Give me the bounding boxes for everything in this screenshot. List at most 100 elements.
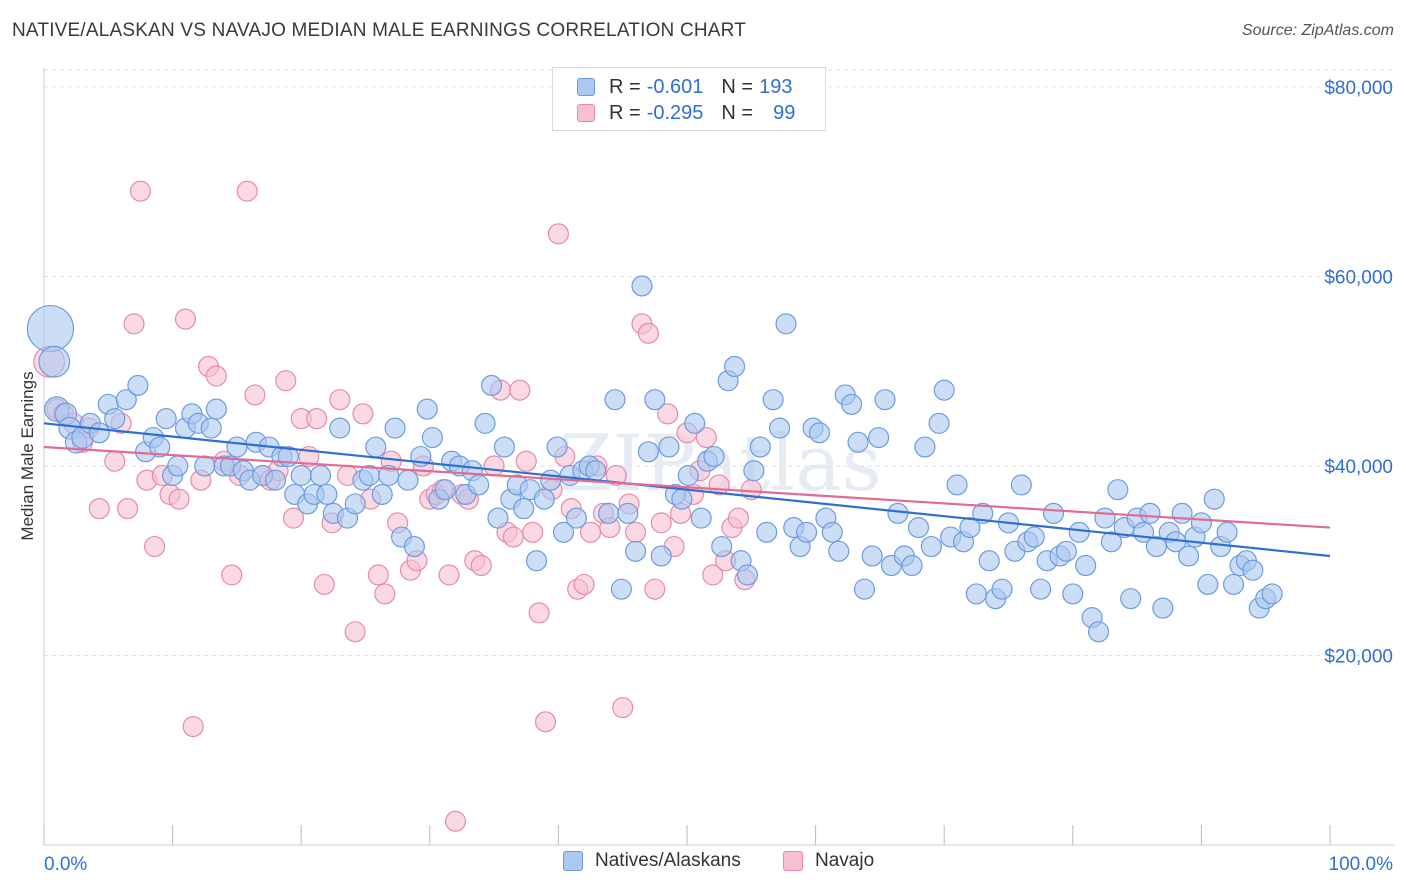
natives-point — [316, 483, 338, 505]
natives-point — [290, 464, 312, 487]
y-tick-label: $60,000 — [1324, 267, 1393, 288]
natives-trend-line — [43, 422, 1331, 558]
natives-point — [565, 507, 587, 529]
natives-point — [26, 304, 75, 353]
natives-point — [155, 408, 177, 430]
natives-point — [914, 436, 936, 458]
navajo-point — [573, 573, 595, 595]
navajo-point — [502, 526, 524, 548]
navajo-point — [129, 180, 152, 202]
natives-point — [1010, 474, 1032, 496]
natives-point — [1152, 597, 1174, 619]
natives-point — [684, 412, 706, 434]
natives-point — [861, 545, 883, 567]
natives-point — [474, 412, 496, 434]
navajo-point — [182, 715, 204, 738]
natives-point — [756, 521, 778, 543]
navajo-swatch — [577, 104, 595, 122]
natives-point — [1075, 554, 1097, 577]
natives-point — [416, 398, 438, 420]
natives-point — [167, 455, 189, 477]
natives-point — [434, 479, 456, 501]
natives-point — [690, 507, 712, 529]
natives-point — [762, 389, 784, 411]
natives-point — [617, 502, 639, 524]
natives-point — [769, 417, 791, 439]
natives-point — [920, 535, 942, 558]
r-label: R = — [609, 75, 641, 98]
natives-swatch — [563, 851, 583, 871]
natives-point — [644, 389, 666, 411]
natives-point — [513, 498, 535, 520]
natives-point — [1177, 545, 1200, 567]
navajo-point — [534, 711, 557, 733]
natives-point — [200, 417, 222, 439]
natives-swatch — [577, 78, 595, 96]
trend-lines — [43, 422, 1331, 558]
natives-point — [671, 488, 693, 510]
navajo-point — [104, 450, 126, 472]
natives-point — [468, 474, 490, 496]
y-tick-label: $20,000 — [1324, 646, 1393, 667]
natives-point — [972, 502, 994, 524]
legend-row-natives: R = -0.601 N = 193 — [577, 75, 792, 99]
natives-point — [1042, 502, 1065, 524]
natives-point — [828, 540, 850, 562]
natives-point — [264, 469, 287, 491]
n-label: N = — [721, 101, 754, 124]
chart-title: NATIVE/ALASKAN VS NAVAJO MEDIAN MALE EAR… — [12, 20, 747, 41]
natives-point — [403, 535, 425, 558]
natives-point — [329, 417, 351, 439]
x-tick-label: 0.0% — [44, 854, 87, 875]
natives-point — [480, 374, 503, 396]
natives-point — [365, 436, 387, 458]
r-label: R = — [609, 101, 641, 124]
navajo-point — [144, 535, 166, 558]
natives-point — [585, 460, 607, 482]
natives-point — [88, 422, 110, 444]
natives-point — [796, 521, 818, 543]
natives-points — [26, 275, 1283, 643]
navajo-point — [313, 573, 335, 595]
natives-point — [194, 455, 216, 477]
navajo-point — [329, 389, 351, 411]
natives-point — [1261, 583, 1283, 605]
navajo-point — [221, 564, 243, 586]
navajo-point — [637, 322, 659, 344]
natives-point — [115, 389, 137, 411]
natives-point — [1107, 479, 1129, 501]
natives-point — [677, 464, 699, 487]
natives-point — [1222, 573, 1245, 595]
natives-point — [1190, 512, 1212, 534]
natives-point — [637, 441, 659, 463]
natives-point — [127, 374, 149, 396]
navajo-point — [374, 583, 396, 605]
natives-point — [624, 540, 647, 562]
legend-navajo-label: Navajo — [815, 850, 875, 871]
navajo-point — [702, 564, 724, 586]
navajo-point — [528, 602, 550, 624]
natives-point — [1100, 531, 1122, 553]
natives-point — [724, 355, 746, 378]
natives-point — [711, 535, 733, 558]
natives-point — [853, 578, 876, 600]
navajo-point — [509, 379, 531, 401]
axes — [43, 68, 1395, 846]
natives-point — [978, 550, 1000, 572]
natives-point — [868, 426, 890, 449]
natives-point — [384, 417, 406, 439]
series-legend: Natives/Alaskans Navajo — [0, 850, 1406, 878]
navajo-point — [644, 578, 666, 600]
navajo-point — [624, 521, 647, 543]
navajo-point — [174, 308, 197, 330]
natives-point — [1068, 521, 1090, 543]
navajo-point — [344, 621, 366, 643]
natives-point — [749, 436, 771, 458]
y-tick-label: $40,000 — [1324, 457, 1393, 478]
natives-point — [1023, 526, 1045, 548]
natives-point — [965, 583, 987, 605]
natives-point — [309, 464, 332, 487]
navajo-point — [123, 313, 145, 335]
natives-point — [226, 436, 248, 458]
